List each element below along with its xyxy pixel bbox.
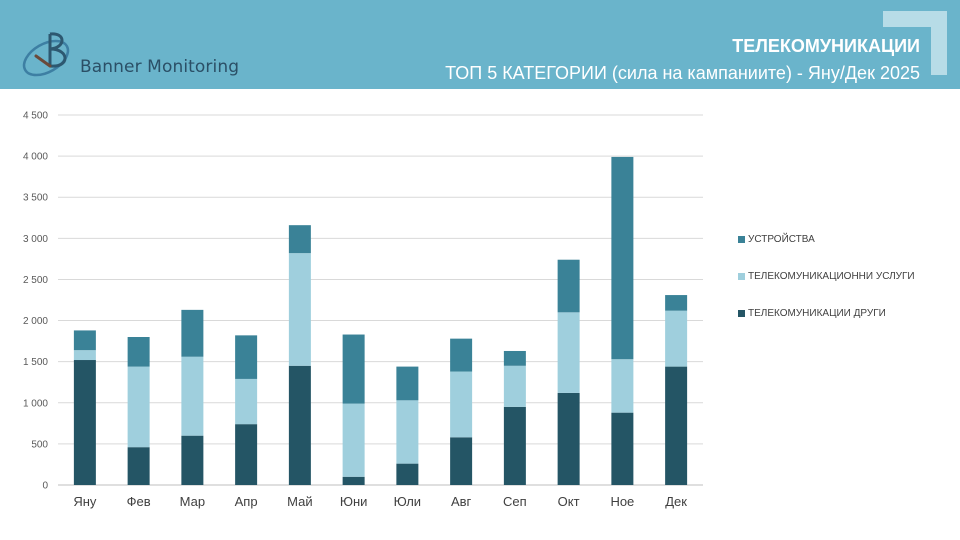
bar-segment xyxy=(235,424,258,485)
legend-item: УСТРОЙСТВА xyxy=(738,234,815,245)
bar-segment xyxy=(235,378,258,425)
bar-segment xyxy=(181,356,204,436)
bar-segment xyxy=(450,437,473,485)
y-tick-label: 2 500 xyxy=(23,275,48,286)
legend-label: ТЕЛЕКОМУНИКАЦИОННИ УСЛУГИ xyxy=(748,271,915,282)
bar-segment xyxy=(557,392,580,485)
x-tick-label: Сеп xyxy=(503,494,527,509)
bar-segment xyxy=(665,366,688,485)
y-tick-label: 1 000 xyxy=(23,398,48,409)
brand-name: Banner Monitoring xyxy=(80,57,240,77)
y-tick-label: 3 000 xyxy=(23,234,48,245)
legend-label: ТЕЛЕКОМУНИКАЦИИ ДРУГИ xyxy=(748,308,886,319)
y-tick-label: 3 500 xyxy=(23,193,48,204)
bar-segment xyxy=(450,371,473,438)
bar-segment xyxy=(450,338,473,372)
legend-item: ТЕЛЕКОМУНИКАЦИИ ДРУГИ xyxy=(738,308,886,319)
bar-segment xyxy=(396,366,419,401)
bar-segment xyxy=(503,365,526,407)
stacked-bar-chart: 0 500 1 000 1 500 2 000 2 500 3 000 3 500 4 000 4… xyxy=(23,111,703,509)
bar-segment xyxy=(288,225,311,254)
bar-segment xyxy=(557,312,580,393)
bar-segment xyxy=(73,360,96,485)
header-banner: Banner Monitoring ТЕЛЕКОМУНИКАЦИИ ТОП 5 … xyxy=(0,0,960,89)
bar-segment xyxy=(342,476,365,485)
bar-segment xyxy=(342,334,365,404)
x-tick-label: Яну xyxy=(73,494,97,509)
bar-segment xyxy=(396,400,419,464)
x-tick-label: Фев xyxy=(127,494,151,509)
x-tick-label: Апр xyxy=(235,494,258,509)
bar-segment xyxy=(665,295,688,311)
page-title: ТЕЛЕКОМУНИКАЦИИ xyxy=(732,36,920,56)
legend-label: УСТРОЙСТВА xyxy=(748,234,815,245)
x-tick-label: Юли xyxy=(394,494,421,509)
bar-segment xyxy=(503,350,526,366)
y-tick-label: 500 xyxy=(31,439,48,450)
x-tick-label: Мар xyxy=(180,494,205,509)
x-tick-label: Авг xyxy=(451,494,472,509)
x-tick-label: Ное xyxy=(610,494,634,509)
y-tick-label: 1 500 xyxy=(23,357,48,368)
bar-segment xyxy=(127,447,150,485)
legend-swatch xyxy=(738,272,745,280)
x-tick-label: Юни xyxy=(340,494,368,509)
bar-segment xyxy=(73,330,96,351)
x-tick-label: Май xyxy=(287,494,312,509)
y-tick-label: 4 500 xyxy=(23,111,48,122)
bar-segment xyxy=(557,259,580,313)
banner-monitoring-logo-icon xyxy=(22,32,70,77)
bar-segment xyxy=(73,350,96,361)
x-tick-label: Дек xyxy=(665,494,687,509)
y-tick-label: 2 000 xyxy=(23,316,48,327)
bar-segment xyxy=(181,309,204,357)
bar-segment xyxy=(288,365,311,485)
bar-segment xyxy=(342,403,365,477)
legend-swatch xyxy=(738,235,745,243)
bar-segment xyxy=(611,156,634,360)
bar-segment xyxy=(611,412,634,485)
bar-segment xyxy=(127,337,150,367)
bar-segment xyxy=(611,359,634,413)
bar-segment xyxy=(396,463,419,485)
bar-segment xyxy=(235,335,258,379)
bar-segment xyxy=(288,253,311,366)
bar-segment xyxy=(503,406,526,485)
y-tick-label: 4 000 xyxy=(23,152,48,163)
corner-frame-icon xyxy=(883,11,947,75)
x-tick-label: Окт xyxy=(558,494,580,509)
legend-swatch xyxy=(738,309,745,317)
bar-segment xyxy=(181,435,204,485)
bar-segment xyxy=(127,366,150,448)
bar-segment xyxy=(665,310,688,367)
y-tick-label: 0 xyxy=(42,481,48,492)
page-subtitle: ТОП 5 КАТЕГОРИИ (сила на кампаниите) - Я… xyxy=(445,63,920,83)
legend-item: ТЕЛЕКОМУНИКАЦИОННИ УСЛУГИ xyxy=(738,271,915,282)
